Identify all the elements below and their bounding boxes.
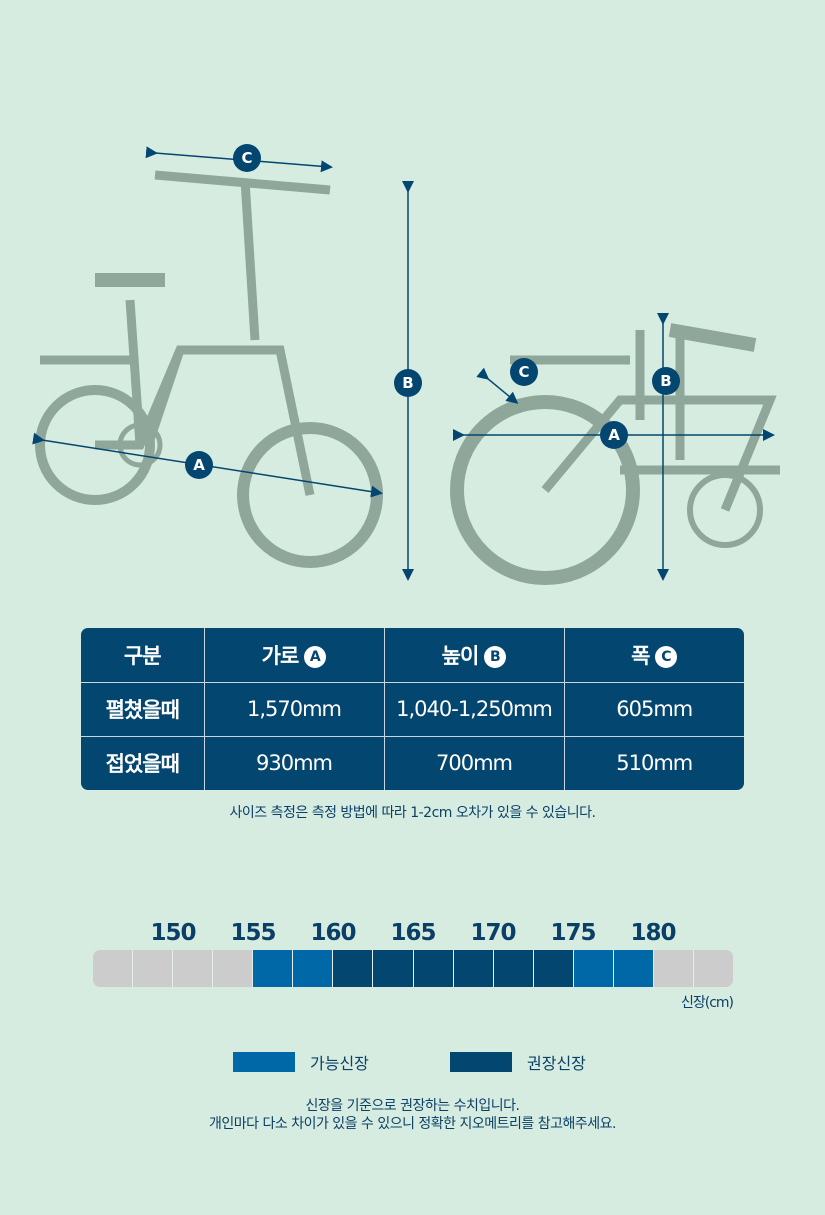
height-tick-label: 170 bbox=[470, 920, 516, 946]
height-tick-label: 180 bbox=[630, 920, 676, 946]
badge-a-folded: A bbox=[600, 421, 628, 449]
table-cell: 1,040-1,250mm bbox=[383, 681, 565, 737]
table-row: 접었을때 930mm 700mm 510mm bbox=[81, 735, 744, 790]
legend-possible: 가능신장 bbox=[233, 1050, 369, 1074]
height-tick-label: 165 bbox=[390, 920, 436, 946]
height-tick-label: 155 bbox=[230, 920, 276, 946]
height-tick-label: 150 bbox=[150, 920, 196, 946]
table-cell: 605mm bbox=[563, 681, 744, 737]
height-cell-recommended bbox=[493, 950, 534, 987]
size-note: 사이즈 측정은 측정 방법에 따라 1-2cm 오차가 있을 수 있습니다. bbox=[229, 805, 596, 821]
footer-line-2: 개인마다 다소 차이가 있을 수 있으니 정확한 지오메트리를 참고해주세요. bbox=[209, 1116, 616, 1132]
header-category: 구분 bbox=[81, 628, 205, 683]
height-tick-label: 160 bbox=[310, 920, 356, 946]
height-cell-recommended bbox=[533, 950, 574, 987]
footer-line-1: 신장을 기준으로 권장하는 수치입니다. bbox=[305, 1098, 520, 1114]
badge-b-unfolded: B bbox=[394, 369, 422, 397]
unfolded-bike-image bbox=[35, 170, 383, 568]
badge-c-unfolded: C bbox=[233, 144, 261, 172]
table-cell: 510mm bbox=[563, 735, 744, 790]
height-cell-possible bbox=[613, 950, 654, 987]
row-label: 접었을때 bbox=[81, 735, 205, 790]
svg-text:A: A bbox=[193, 456, 205, 474]
height-cell-none bbox=[173, 950, 214, 987]
folded-bike-image bbox=[450, 323, 780, 585]
unit-label: 신장(cm) bbox=[680, 995, 734, 1011]
height-cell-possible bbox=[573, 950, 614, 987]
height-cell-none bbox=[693, 950, 733, 987]
height-cell-recommended bbox=[333, 950, 374, 987]
row-label: 펼쳤을때 bbox=[81, 681, 205, 737]
svg-text:B: B bbox=[660, 372, 671, 390]
height-cell-recommended bbox=[413, 950, 454, 987]
height-cell-possible bbox=[293, 950, 334, 987]
bike-dimension-diagram: C B A C B A bbox=[32, 144, 780, 585]
svg-text:C: C bbox=[518, 363, 529, 381]
header-length: 가로 A bbox=[203, 628, 385, 683]
legend-swatch bbox=[450, 1052, 512, 1072]
header-height: 높이 B bbox=[383, 628, 565, 683]
legend-swatch bbox=[233, 1052, 295, 1072]
legend-recommended: 권장신장 bbox=[450, 1050, 586, 1074]
height-bar bbox=[93, 950, 733, 987]
badge-a-unfolded: A bbox=[185, 451, 213, 479]
svg-text:C: C bbox=[241, 149, 252, 167]
dimension-arrows bbox=[32, 146, 775, 581]
height-cell-possible bbox=[253, 950, 294, 987]
height-cell-none bbox=[653, 950, 694, 987]
height-cell-none bbox=[93, 950, 134, 987]
badge-c-folded: C bbox=[510, 358, 538, 386]
table-cell: 1,570mm bbox=[203, 681, 385, 737]
height-cell-none bbox=[133, 950, 174, 987]
height-cell-recommended bbox=[453, 950, 494, 987]
table-cell: 930mm bbox=[203, 735, 385, 790]
height-cell-recommended bbox=[373, 950, 414, 987]
badge-b-folded: B bbox=[652, 367, 680, 395]
table-row: 펼쳤을때 1,570mm 1,040-1,250mm 605mm bbox=[81, 681, 744, 737]
table-cell: 700mm bbox=[383, 735, 565, 790]
svg-text:B: B bbox=[402, 374, 413, 392]
height-tick-label: 175 bbox=[550, 920, 596, 946]
height-cell-none bbox=[213, 950, 254, 987]
svg-text:A: A bbox=[608, 426, 620, 444]
